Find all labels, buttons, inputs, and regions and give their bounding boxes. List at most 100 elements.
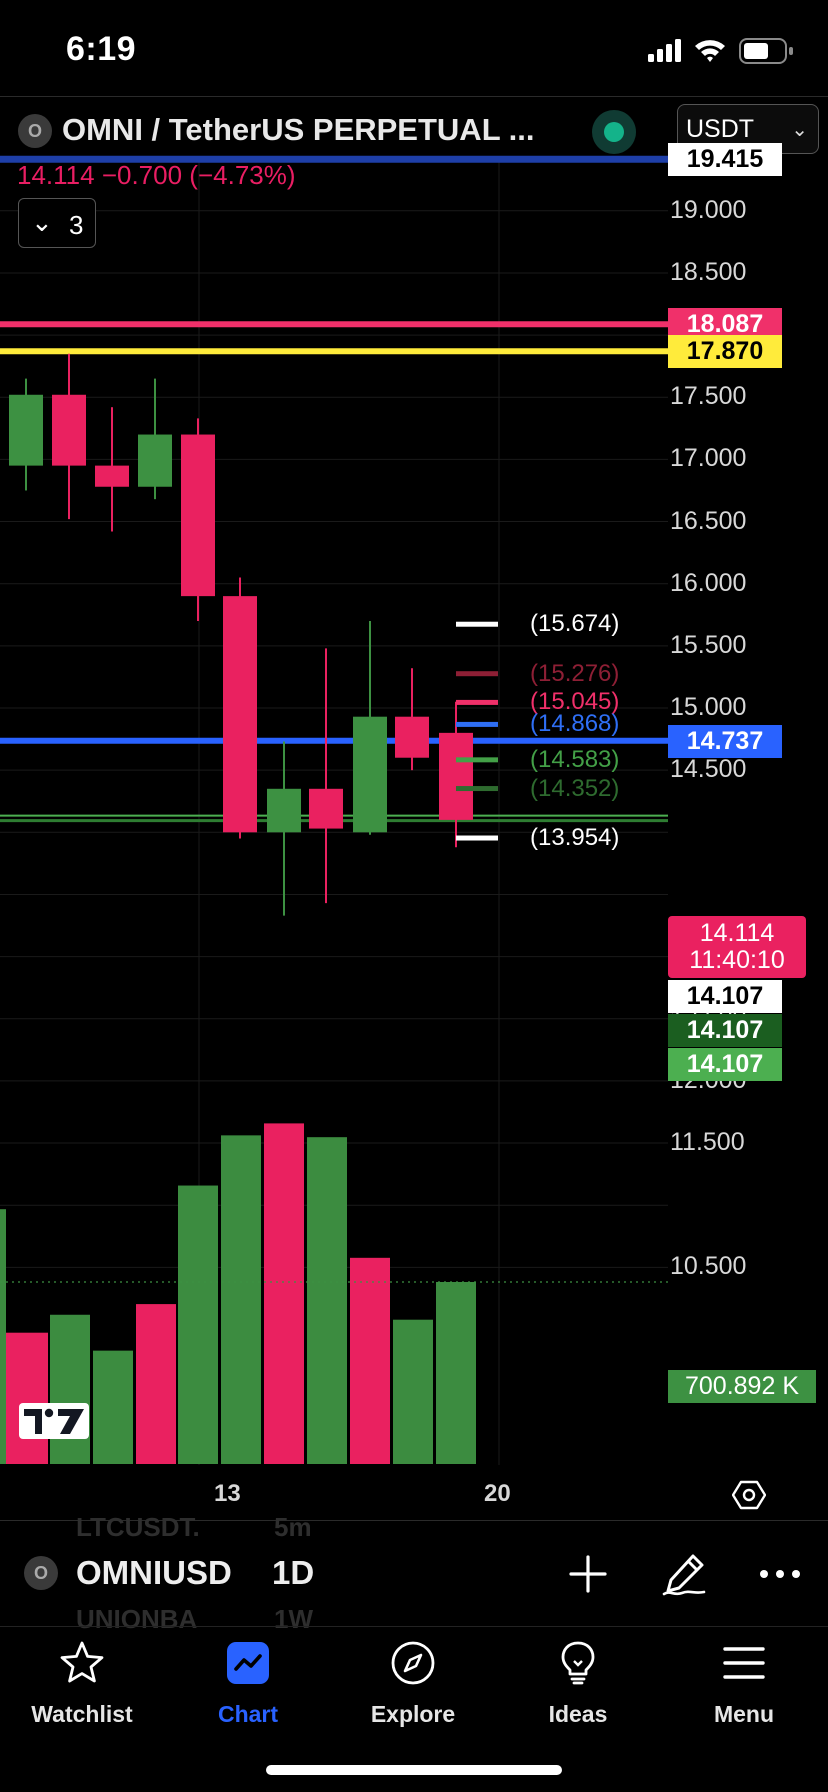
price-axis-tick: 15.000 — [670, 693, 747, 721]
market-status-icon[interactable] — [592, 110, 636, 154]
interval-button[interactable]: 1D — [272, 1554, 315, 1591]
price-axis-label: 14.107 — [668, 1014, 782, 1047]
candle-countdown: 11:40:10 — [689, 946, 785, 974]
position-level-marker — [456, 621, 498, 627]
volume-bar — [136, 1304, 176, 1464]
tab-label: Chart — [217, 1701, 279, 1727]
price-axis-label: 14.107 — [668, 980, 782, 1013]
star-icon — [60, 1641, 104, 1683]
candle-body — [395, 716, 429, 758]
bottom-tab-bar: Watchlist Chart Explore Ideas Menu — [0, 1626, 828, 1736]
volume-bar — [178, 1185, 218, 1464]
compass-icon — [391, 1641, 435, 1685]
tab-watchlist[interactable]: Watchlist — [2, 1627, 162, 1737]
volume-last-label: 700.892 K — [668, 1370, 816, 1403]
ghost-watchlist-interval: 1W — [274, 1604, 313, 1634]
tab-label: Watchlist — [31, 1701, 133, 1727]
currency-label: USDT — [686, 115, 755, 143]
price-chart[interactable] — [0, 0, 828, 1520]
position-level-marker — [456, 671, 498, 677]
wifi-icon — [695, 40, 725, 62]
price-change: 14.114 −0.700 (−4.73%) — [17, 160, 296, 190]
symbol-button[interactable]: OMNIUSD — [76, 1554, 232, 1591]
indicators-collapse-button[interactable]: ⌄ 3 — [18, 198, 96, 248]
date-label: 20 — [484, 1480, 511, 1507]
position-level-label: (15.674) — [530, 610, 620, 638]
price-axis-tick: 17.000 — [670, 444, 747, 473]
header-divider — [0, 96, 828, 97]
candle-body — [439, 732, 473, 820]
candle-body — [267, 788, 301, 833]
price-line-label: 17.870 — [668, 335, 782, 369]
position-level-label: (14.352) — [530, 774, 620, 802]
position-level-label: (13.954) — [530, 824, 620, 852]
chevron-down-icon: ⌄ — [791, 119, 808, 141]
chart-bottom-divider — [0, 1520, 828, 1521]
position-level-marker — [456, 786, 498, 792]
volume-bar — [6, 1332, 48, 1464]
tab-explore[interactable]: Explore — [333, 1627, 493, 1737]
symbol-toolbar: O OMNIUSD 1D — [0, 1540, 828, 1606]
volume-bar — [221, 1135, 261, 1464]
tab-ideas[interactable]: Ideas — [498, 1627, 658, 1737]
position-level-label: (15.276) — [530, 659, 620, 687]
tab-chart[interactable]: Chart — [168, 1627, 328, 1737]
price-line-label: 14.737 — [668, 724, 782, 758]
current-price-label: 14.114 11:40:10 — [668, 916, 806, 978]
tab-label: Ideas — [548, 1701, 608, 1727]
chart-icon — [227, 1642, 269, 1684]
ghost-watchlist-symbol: UNIONBA — [76, 1604, 198, 1634]
price-axis-tick: 16.500 — [670, 506, 747, 535]
volume-bar — [307, 1137, 347, 1464]
candle-body — [353, 716, 387, 833]
candle-body — [9, 394, 43, 466]
candle-body — [138, 434, 172, 487]
volume-bar — [436, 1282, 476, 1464]
ghost-watchlist-interval: 5m — [274, 1512, 312, 1542]
price-axis-tick: 17.500 — [670, 382, 747, 411]
price-line-label: 19.415 — [668, 143, 782, 177]
more-options-icon[interactable] — [756, 1552, 804, 1596]
status-icons — [648, 38, 793, 64]
symbol-header: O OMNI / TetherUS PERPETUAL ... — [0, 100, 828, 160]
cellular-signal-icon — [648, 39, 681, 62]
position-level-marker — [456, 699, 498, 705]
plus-icon[interactable] — [566, 1552, 610, 1596]
price-axis-tick: 11.500 — [670, 1128, 745, 1157]
tradingview-logo-icon — [19, 1403, 89, 1439]
volume-bar — [350, 1257, 390, 1464]
chevron-down-icon: ⌄ — [31, 207, 53, 237]
price-axis-tick: 15.500 — [670, 630, 747, 659]
lightbulb-icon — [561, 1641, 595, 1685]
current-price-value: 14.114 — [699, 919, 775, 947]
symbol-title[interactable]: OMNI / TetherUS PERPETUAL ... — [62, 112, 535, 147]
symbol-logo-icon: O — [18, 114, 52, 148]
volume-bar — [264, 1123, 304, 1464]
volume-bar — [93, 1350, 133, 1464]
tab-menu[interactable]: Menu — [664, 1627, 824, 1737]
candle-body — [309, 788, 343, 829]
position-level-label: (14.868) — [530, 710, 620, 738]
tab-label: Menu — [713, 1701, 775, 1727]
volume-bar — [0, 1209, 6, 1464]
drawing-pen-icon[interactable] — [660, 1550, 708, 1598]
status-time: 6:19 — [66, 30, 137, 68]
volume-bar — [50, 1314, 90, 1464]
position-level-label: (14.583) — [530, 745, 620, 773]
chart-settings-icon[interactable] — [732, 1478, 766, 1512]
symbol-logo-icon: O — [24, 1556, 58, 1590]
candle-body — [52, 394, 86, 466]
status-bar: 6:19 — [0, 0, 828, 96]
home-indicator — [266, 1765, 562, 1775]
indicator-count: 3 — [69, 210, 84, 240]
position-level-label: (15.045) — [530, 688, 620, 716]
tab-label: Explore — [370, 1701, 456, 1727]
candle-body — [223, 596, 257, 833]
price-axis-tick: 10.500 — [670, 1252, 747, 1281]
price-axis-label: 14.107 — [668, 1048, 782, 1081]
position-level-marker — [456, 757, 498, 763]
hamburger-icon — [723, 1647, 765, 1679]
ghost-watchlist-symbol: LTCUSDT. — [76, 1512, 200, 1542]
position-level-marker — [456, 721, 498, 727]
position-level-marker — [456, 835, 498, 841]
